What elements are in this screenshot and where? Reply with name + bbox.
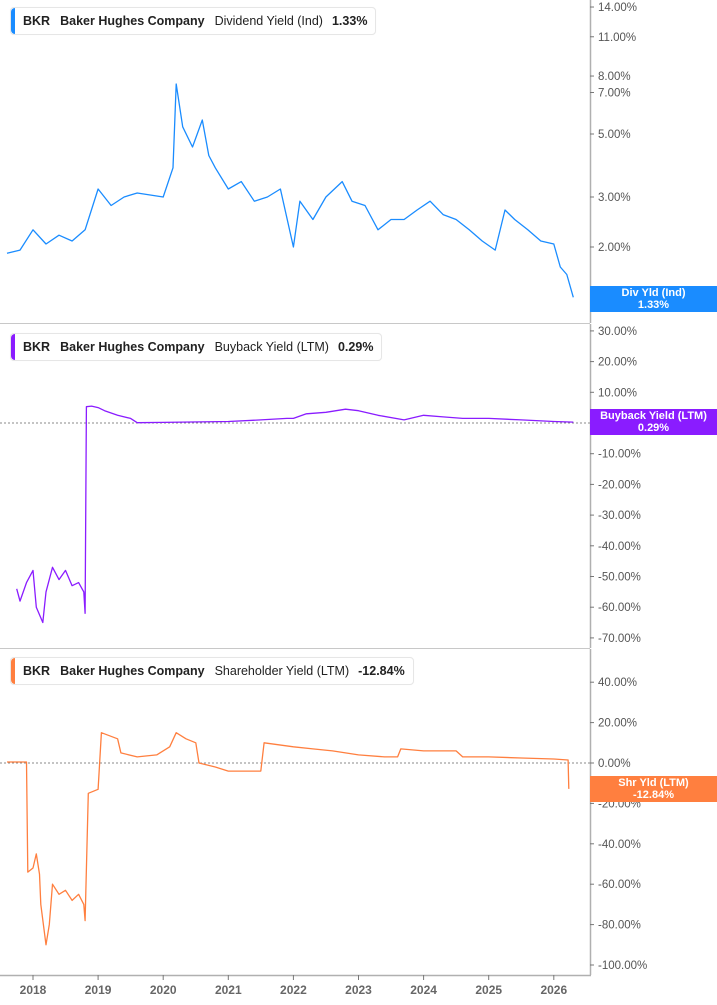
y-tick-label: 11.00% — [598, 32, 636, 44]
y-tick-label: 7.00% — [598, 88, 631, 100]
y-tick-label: -100.00% — [598, 960, 647, 972]
legend-metric: Dividend Yield (Ind) — [214, 14, 323, 28]
y-tick-label: -60.00% — [598, 879, 641, 891]
flag-value: -12.84% — [633, 789, 674, 801]
y-tick-label: 20.00% — [598, 357, 637, 369]
y-tick-label: 14.00% — [598, 2, 637, 14]
flag-label: Shr Yld (LTM) — [618, 777, 689, 789]
flag-value: 0.29% — [637, 422, 670, 434]
y-tick-label: 0.00% — [598, 758, 631, 770]
series-line[interactable] — [16, 405, 574, 624]
x-tick-label: 2024 — [410, 983, 437, 997]
y-tick-label: 10.00% — [598, 387, 637, 399]
shareholder-yield-flag: Shr Yld (LTM) -12.84% — [590, 776, 717, 802]
series-color-bar — [11, 658, 15, 684]
legend-ticker: BKR — [23, 14, 51, 28]
y-tick-label: 5.00% — [598, 129, 631, 141]
flag-label: Div Yld (Ind) — [621, 287, 686, 299]
x-tick-label: 2021 — [215, 983, 242, 997]
x-tick-label: 2018 — [20, 983, 47, 997]
y-tick-label: -70.00% — [598, 633, 641, 645]
y-tick-label: 2.00% — [598, 242, 631, 254]
legend-metric: Shareholder Yield (LTM) — [214, 664, 350, 678]
legend-metric: Buyback Yield (LTM) — [214, 340, 329, 354]
x-tick-label: 2020 — [150, 983, 177, 997]
y-tick-label: -50.00% — [598, 572, 641, 584]
dividend-yield-panel: 14.00% 11.00% 8.00% 7.00% 5.00% 3.00% 2.00% — [0, 0, 637, 324]
y-tick-label: -40.00% — [598, 541, 641, 553]
dividend-yield-legend[interactable]: BKR Baker Hughes Company Dividend Yield … — [10, 7, 377, 35]
y-tick-label: -80.00% — [598, 920, 641, 932]
legend-value: 0.29% — [337, 340, 374, 354]
x-tick-label: 2026 — [540, 983, 567, 997]
shareholder-yield-panel: 40.00%20.00%0.00%-20.00%-40.00%-60.00%-8… — [0, 649, 647, 975]
y-tick-label: 3.00% — [598, 192, 631, 204]
x-tick-label: 2025 — [475, 983, 502, 997]
series-color-bar — [11, 334, 15, 360]
flag-value: 1.33% — [637, 299, 670, 311]
x-tick-label: 2022 — [280, 983, 307, 997]
buyback-yield-legend[interactable]: BKR Baker Hughes Company Buyback Yield (… — [10, 333, 383, 361]
series-line[interactable] — [6, 83, 574, 298]
dividend-yield-flag: Div Yld (Ind) 1.33% — [590, 286, 717, 312]
legend-company: Baker Hughes Company — [60, 664, 205, 678]
series-color-bar — [11, 8, 15, 34]
y-tick-label: -60.00% — [598, 602, 641, 614]
y-tick-label: 30.00% — [598, 326, 637, 338]
y-tick-label: -30.00% — [598, 510, 641, 522]
y-tick-label: -40.00% — [598, 839, 641, 851]
flag-label: Buyback Yield (LTM) — [600, 410, 707, 422]
y-tick-label: 40.00% — [598, 677, 637, 689]
buyback-yield-flag: Buyback Yield (LTM) 0.29% — [590, 409, 717, 435]
x-tick-label: 2023 — [345, 983, 372, 997]
legend-ticker: BKR — [23, 340, 51, 354]
series-line[interactable] — [7, 732, 570, 946]
buyback-yield-panel: 30.00%20.00%10.00%0.00%-10.00%-20.00%-30… — [0, 324, 641, 649]
legend-value: -12.84% — [358, 664, 405, 678]
legend-company: Baker Hughes Company — [60, 14, 205, 28]
legend-company: Baker Hughes Company — [60, 340, 205, 354]
y-tick-label: -10.00% — [598, 449, 641, 461]
legend-value: 1.33% — [331, 14, 368, 28]
shareholder-yield-legend[interactable]: BKR Baker Hughes Company Shareholder Yie… — [10, 657, 414, 685]
y-tick-label: -20.00% — [598, 479, 641, 491]
x-tick-label: 2019 — [85, 983, 112, 997]
legend-ticker: BKR — [23, 664, 51, 678]
y-tick-label: 20.00% — [598, 718, 637, 730]
x-axis[interactable]: 2018 2019 2020 2021 2022 2023 2024 2025 2026 — [0, 974, 591, 997]
y-tick-label: 8.00% — [598, 71, 631, 83]
